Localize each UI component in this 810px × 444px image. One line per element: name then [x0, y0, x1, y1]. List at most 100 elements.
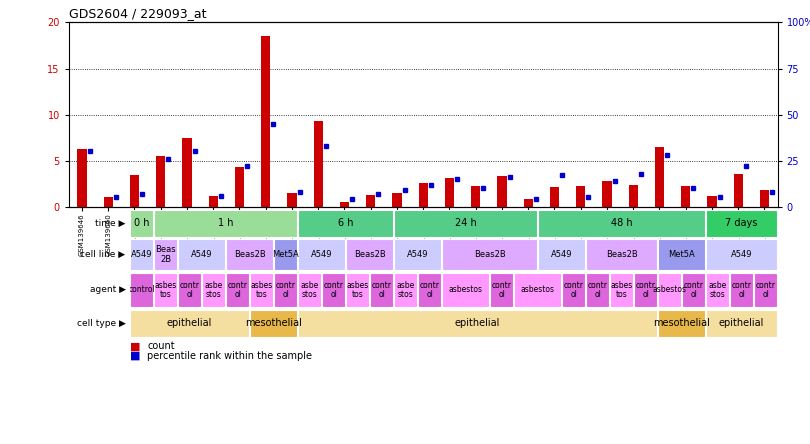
Bar: [629, 185, 637, 207]
Bar: [538, 210, 706, 237]
Bar: [130, 175, 139, 207]
Bar: [471, 186, 480, 207]
Bar: [130, 273, 153, 307]
Text: Met5A: Met5A: [272, 250, 299, 259]
Text: GDS2604 / 229093_at: GDS2604 / 229093_at: [69, 7, 207, 20]
Bar: [156, 156, 165, 207]
Text: 0 h: 0 h: [134, 218, 149, 228]
Bar: [154, 210, 297, 237]
Bar: [366, 195, 375, 207]
Text: contr
ol: contr ol: [420, 281, 440, 299]
Text: contr
ol: contr ol: [684, 281, 704, 299]
Bar: [274, 273, 297, 307]
Bar: [274, 239, 297, 270]
Bar: [681, 186, 690, 207]
Bar: [288, 193, 296, 207]
Bar: [707, 196, 717, 207]
Bar: [394, 273, 417, 307]
Text: contr
ol: contr ol: [587, 281, 608, 299]
Bar: [603, 181, 612, 207]
Text: contr
ol: contr ol: [372, 281, 391, 299]
Text: asbestos: asbestos: [653, 285, 687, 294]
Text: asbe
stos: asbe stos: [301, 281, 318, 299]
Bar: [658, 239, 706, 270]
Text: contr
ol: contr ol: [731, 281, 752, 299]
Bar: [104, 197, 113, 207]
Text: epithelial: epithelial: [719, 318, 765, 328]
Bar: [346, 273, 369, 307]
Bar: [250, 273, 273, 307]
Bar: [634, 273, 657, 307]
Text: asbes
tos: asbes tos: [611, 281, 633, 299]
Text: Beas2B: Beas2B: [606, 250, 637, 259]
Bar: [202, 273, 225, 307]
Bar: [322, 273, 345, 307]
Bar: [442, 239, 537, 270]
Bar: [760, 190, 769, 207]
Bar: [445, 178, 454, 207]
Text: asbe
stos: asbe stos: [396, 281, 415, 299]
Text: ■: ■: [130, 341, 140, 351]
Text: epithelial: epithelial: [167, 318, 212, 328]
Text: contr
ol: contr ol: [180, 281, 199, 299]
Text: Beas
2B: Beas 2B: [156, 245, 176, 264]
Text: epithelial: epithelial: [455, 318, 501, 328]
Text: cell line ▶: cell line ▶: [80, 250, 126, 259]
Bar: [523, 199, 533, 207]
Bar: [754, 273, 777, 307]
Bar: [313, 121, 323, 207]
Text: time ▶: time ▶: [96, 219, 126, 228]
Text: count: count: [147, 341, 175, 351]
Text: 1 h: 1 h: [218, 218, 233, 228]
Text: contr
ol: contr ol: [228, 281, 248, 299]
Text: contr
ol: contr ol: [492, 281, 512, 299]
Text: contr
ol: contr ol: [756, 281, 776, 299]
Text: A549: A549: [407, 250, 428, 259]
Bar: [394, 239, 441, 270]
Text: control: control: [128, 285, 155, 294]
Text: A549: A549: [551, 250, 573, 259]
Bar: [550, 187, 559, 207]
Bar: [130, 210, 153, 237]
Bar: [178, 273, 201, 307]
Bar: [178, 239, 225, 270]
Text: mesothelial: mesothelial: [653, 318, 710, 328]
Bar: [340, 202, 349, 207]
Bar: [706, 239, 777, 270]
Bar: [154, 273, 177, 307]
Text: Beas2B: Beas2B: [354, 250, 386, 259]
Text: asbes
tos: asbes tos: [347, 281, 369, 299]
Text: A549: A549: [191, 250, 212, 259]
Bar: [706, 310, 777, 337]
Bar: [658, 273, 681, 307]
Bar: [514, 273, 561, 307]
Bar: [130, 310, 249, 337]
Text: 7 days: 7 days: [726, 218, 758, 228]
Text: mesothelial: mesothelial: [245, 318, 302, 328]
Text: asbes
tos: asbes tos: [155, 281, 177, 299]
Bar: [419, 183, 428, 207]
Text: A549: A549: [131, 250, 152, 259]
Text: Met5A: Met5A: [668, 250, 695, 259]
Text: 48 h: 48 h: [611, 218, 633, 228]
Text: asbestos: asbestos: [449, 285, 483, 294]
Text: asbes
tos: asbes tos: [250, 281, 273, 299]
Bar: [346, 239, 393, 270]
Bar: [298, 210, 393, 237]
Bar: [235, 167, 244, 207]
Text: ■: ■: [130, 351, 140, 361]
Text: Beas2B: Beas2B: [234, 250, 266, 259]
Text: Beas2B: Beas2B: [474, 250, 505, 259]
Text: contr
ol: contr ol: [636, 281, 655, 299]
Text: asbe
stos: asbe stos: [204, 281, 223, 299]
Bar: [658, 310, 706, 337]
Text: contr
ol: contr ol: [324, 281, 343, 299]
Bar: [576, 186, 586, 207]
Bar: [370, 273, 393, 307]
Bar: [298, 239, 345, 270]
Bar: [261, 36, 271, 207]
Bar: [706, 273, 729, 307]
Bar: [562, 273, 585, 307]
Bar: [209, 196, 218, 207]
Bar: [682, 273, 706, 307]
